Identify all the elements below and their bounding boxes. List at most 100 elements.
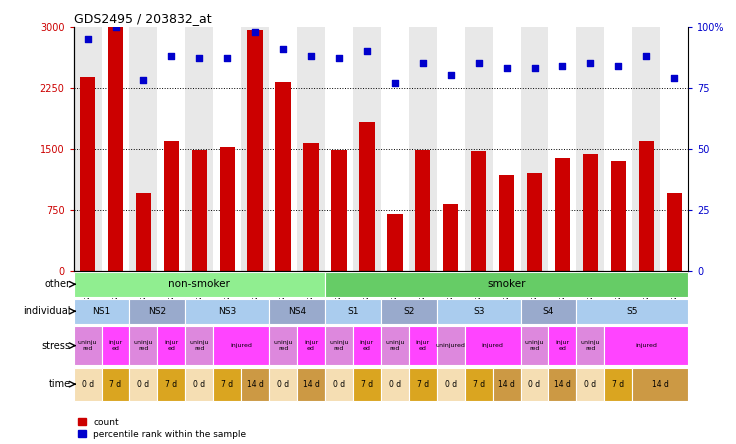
Bar	[247, 30, 263, 271]
Point	[389, 79, 400, 86]
Text: 14 d: 14 d	[302, 380, 319, 388]
Bar	[158, 27, 185, 271]
Text: non-smoker: non-smoker	[169, 279, 230, 289]
FancyBboxPatch shape	[436, 326, 464, 365]
FancyBboxPatch shape	[102, 326, 130, 365]
Text: 0 d: 0 d	[277, 380, 289, 388]
Bar	[443, 204, 459, 271]
FancyBboxPatch shape	[520, 326, 548, 365]
Text: 0 d: 0 d	[445, 380, 457, 388]
FancyBboxPatch shape	[325, 298, 381, 324]
Bar	[492, 27, 520, 271]
Text: 0 d: 0 d	[333, 380, 345, 388]
FancyBboxPatch shape	[576, 326, 604, 365]
Point	[584, 59, 596, 67]
Point	[445, 72, 456, 79]
Text: injur
ed: injur ed	[360, 340, 374, 351]
Bar	[213, 27, 241, 271]
Bar	[74, 27, 102, 271]
Bar	[408, 27, 436, 271]
FancyBboxPatch shape	[74, 298, 130, 324]
Bar	[325, 27, 353, 271]
FancyBboxPatch shape	[297, 368, 325, 401]
Bar	[527, 173, 542, 271]
Text: 7 d: 7 d	[166, 380, 177, 388]
Legend: count, percentile rank within the sample: count, percentile rank within the sample	[78, 418, 247, 439]
Point	[110, 23, 121, 30]
Bar	[107, 27, 123, 271]
Text: 0 d: 0 d	[584, 380, 596, 388]
FancyBboxPatch shape	[130, 326, 158, 365]
Text: S2: S2	[403, 307, 414, 316]
Text: S1: S1	[347, 307, 358, 316]
Bar	[269, 27, 297, 271]
Point	[612, 62, 624, 69]
FancyBboxPatch shape	[520, 368, 548, 401]
FancyBboxPatch shape	[492, 368, 520, 401]
Text: injur
ed: injur ed	[556, 340, 570, 351]
Text: uninju
red: uninju red	[78, 340, 97, 351]
Text: uninju
red: uninju red	[385, 340, 405, 351]
FancyBboxPatch shape	[408, 326, 436, 365]
FancyBboxPatch shape	[130, 298, 185, 324]
Text: NS3: NS3	[218, 307, 236, 316]
Point	[556, 62, 568, 69]
Text: injur
ed: injur ed	[164, 340, 178, 351]
Text: 14 d: 14 d	[652, 380, 669, 388]
Point	[277, 45, 289, 52]
Text: individual: individual	[24, 306, 71, 316]
Point	[668, 74, 680, 81]
FancyBboxPatch shape	[436, 298, 520, 324]
FancyBboxPatch shape	[213, 368, 241, 401]
FancyBboxPatch shape	[74, 326, 102, 365]
FancyBboxPatch shape	[102, 368, 130, 401]
Bar	[130, 27, 158, 271]
Bar	[555, 159, 570, 271]
Point	[528, 64, 540, 71]
Text: injur
ed: injur ed	[108, 340, 123, 351]
Point	[640, 52, 652, 59]
Text: uninju
red: uninju red	[134, 340, 153, 351]
Text: smoker: smoker	[487, 279, 526, 289]
FancyBboxPatch shape	[241, 368, 269, 401]
Point	[250, 28, 261, 35]
Text: uninju
red: uninju red	[329, 340, 349, 351]
FancyBboxPatch shape	[576, 368, 604, 401]
FancyBboxPatch shape	[213, 326, 269, 365]
Text: 0 d: 0 d	[528, 380, 540, 388]
Text: 7 d: 7 d	[361, 380, 373, 388]
FancyBboxPatch shape	[464, 368, 492, 401]
Bar	[436, 27, 464, 271]
Text: uninju
red: uninju red	[581, 340, 600, 351]
Text: stress: stress	[42, 341, 71, 351]
Text: S3: S3	[473, 307, 484, 316]
Bar	[548, 27, 576, 271]
FancyBboxPatch shape	[130, 368, 158, 401]
Text: uninju
red: uninju red	[525, 340, 544, 351]
FancyBboxPatch shape	[158, 368, 185, 401]
FancyBboxPatch shape	[74, 272, 325, 297]
Bar	[219, 147, 235, 271]
Bar	[583, 155, 598, 271]
Bar	[499, 175, 514, 271]
Text: 14 d: 14 d	[554, 380, 571, 388]
Bar	[331, 150, 347, 271]
FancyBboxPatch shape	[353, 368, 381, 401]
Bar	[80, 77, 95, 271]
Point	[166, 52, 177, 59]
FancyBboxPatch shape	[353, 326, 381, 365]
FancyBboxPatch shape	[74, 368, 102, 401]
Bar	[185, 27, 213, 271]
FancyBboxPatch shape	[632, 368, 688, 401]
Bar	[102, 27, 130, 271]
FancyBboxPatch shape	[436, 368, 464, 401]
Bar	[303, 143, 319, 271]
Bar	[191, 151, 207, 271]
Bar	[135, 194, 151, 271]
FancyBboxPatch shape	[548, 368, 576, 401]
Bar	[387, 214, 403, 271]
FancyBboxPatch shape	[185, 368, 213, 401]
Text: 0 d: 0 d	[138, 380, 149, 388]
Point	[500, 64, 512, 71]
Text: uninju
red: uninju red	[190, 340, 209, 351]
